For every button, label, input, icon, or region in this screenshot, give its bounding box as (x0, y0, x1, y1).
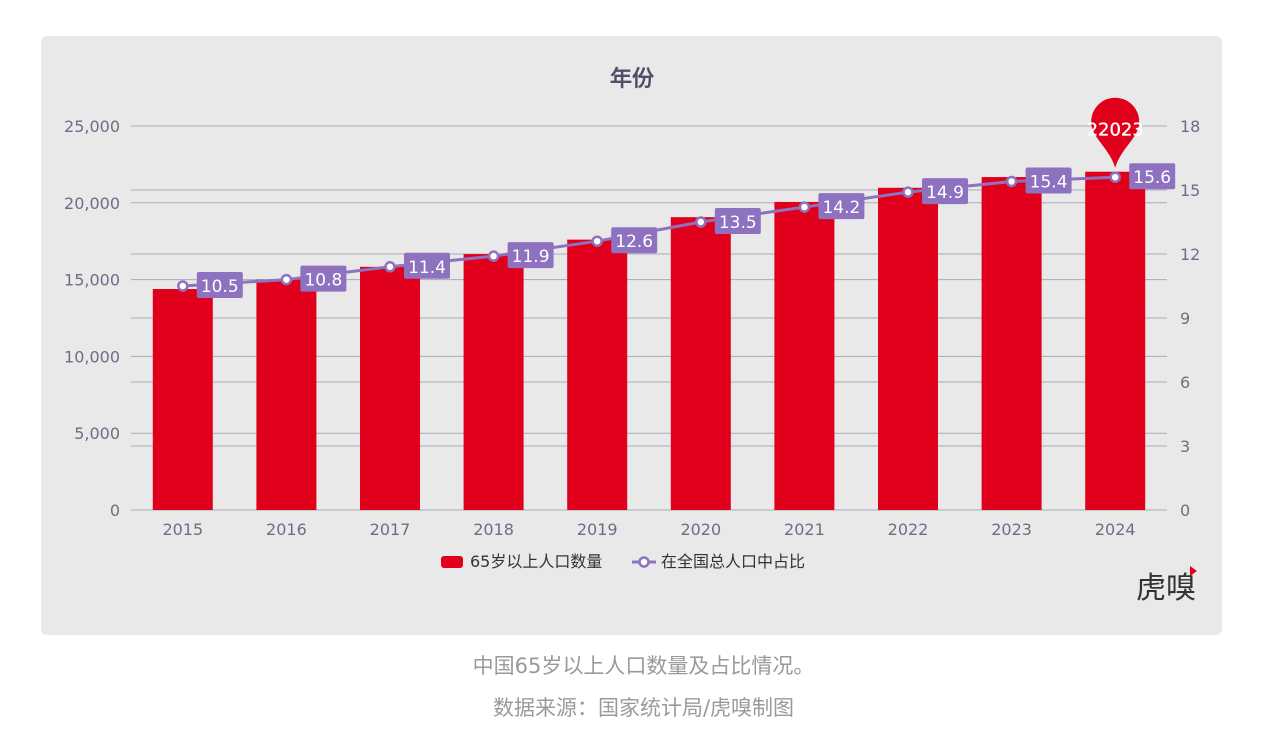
data-label-bg (818, 193, 865, 220)
line-point-2022 (902, 186, 914, 198)
left-tick-label: 15,000 (64, 271, 120, 290)
x-tick-label: 2016 (266, 520, 307, 539)
right-tick-label: 9 (1180, 309, 1190, 328)
x-tick-label: 2018 (473, 520, 514, 539)
line-point-2020 (695, 216, 707, 228)
bar-2024 (1085, 171, 1146, 510)
legend-bar-swatch (441, 556, 463, 568)
line-point-2019 (591, 235, 603, 247)
legend-line-marker (638, 556, 650, 568)
left-tick-label: 10,000 (64, 347, 120, 366)
right-tick-label: 18 (1180, 117, 1200, 136)
right-tick-label: 3 (1180, 437, 1190, 456)
data-label: 12.6 (615, 232, 653, 252)
annotation-label: 22023 (1087, 120, 1144, 141)
bar-2022 (878, 187, 938, 510)
x-tick-label: 2015 (162, 520, 203, 539)
chart-title: 年份 (610, 66, 655, 92)
bar-2018 (463, 254, 524, 510)
line-point-2017 (384, 261, 396, 273)
data-label: 13.5 (719, 213, 757, 233)
data-label-bg (1025, 167, 1072, 194)
x-tick-label: 2023 (991, 520, 1032, 539)
bar-2015 (152, 289, 213, 510)
caption-title: 中国65岁以上人口数量及占比情况。 (472, 654, 815, 678)
data-label-bg (714, 208, 761, 234)
right-tick-label: 6 (1180, 373, 1190, 392)
line-point-2021 (798, 201, 811, 213)
x-tick-label: 2022 (888, 520, 929, 539)
right-tick-label: 15 (1180, 181, 1200, 200)
data-label: 14.9 (926, 183, 964, 203)
x-tick-label: 2020 (680, 520, 721, 539)
data-label: 11.4 (408, 258, 446, 278)
left-tick-label: 25,000 (64, 117, 120, 136)
data-label-bg (922, 178, 968, 205)
data-label-bg (404, 252, 450, 279)
data-label-bg (300, 265, 347, 292)
data-label: 10.8 (304, 271, 342, 291)
chart: 年份 0 5,000 10,000 15,000 20,000 25,000 0 3 6 9 12 15… (64, 66, 1200, 606)
data-label: 14.2 (822, 198, 860, 218)
line-point-2023 (1005, 175, 1018, 188)
data-label: 15.6 (1133, 168, 1171, 188)
logo-mark-icon (1190, 566, 1197, 576)
data-label: 10.5 (201, 277, 239, 297)
left-tick-label: 0 (110, 501, 120, 520)
data-label-bg (196, 272, 243, 298)
bar-2023 (981, 177, 1042, 510)
bar-2016 (256, 279, 317, 510)
caption-source: 数据来源：国家统计局/虎嗅制图 (492, 696, 795, 720)
bar-2021 (774, 201, 835, 511)
legend-line-label: 在全国总人口中占比 (661, 552, 805, 571)
left-tick-label: 20,000 (64, 194, 120, 213)
data-label-bg (1129, 163, 1176, 190)
data-label-bg (507, 242, 554, 269)
line-point-2015 (177, 280, 189, 292)
legend-bar-label: 65岁以上人口数量 (470, 552, 602, 571)
line-point-2018 (487, 250, 500, 262)
x-tick-label: 2024 (1095, 520, 1136, 539)
line-point-2016 (280, 273, 293, 286)
data-label: 15.4 (1030, 172, 1068, 192)
x-tick-label: 2017 (370, 520, 411, 539)
x-tick-label: 2021 (784, 520, 825, 539)
left-tick-label: 5,000 (74, 424, 120, 443)
annotation-pin (1091, 97, 1140, 168)
bar-2017 (360, 266, 420, 510)
data-label: 11.9 (512, 247, 550, 267)
right-tick-label: 0 (1180, 501, 1190, 520)
bar-2020 (670, 217, 731, 511)
right-tick-label: 12 (1180, 245, 1200, 264)
x-tick-label: 2019 (577, 520, 618, 539)
line-point-2024 (1109, 171, 1121, 183)
data-label-bg (611, 227, 658, 254)
bar-2019 (567, 239, 628, 510)
logo: 虎嗅 (1136, 571, 1196, 606)
